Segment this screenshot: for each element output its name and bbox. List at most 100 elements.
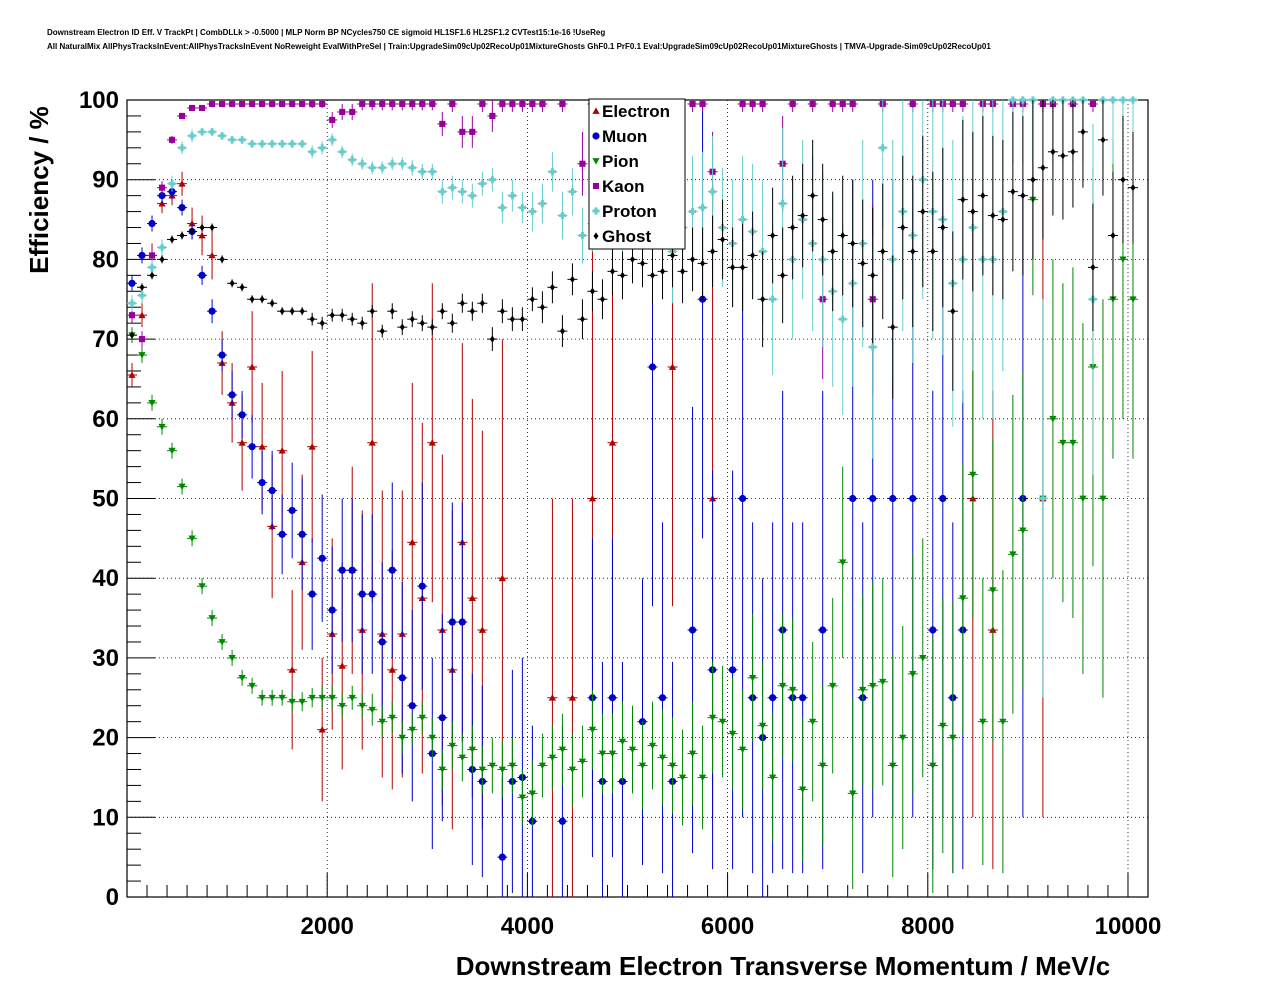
data-point bbox=[960, 196, 966, 204]
data-point bbox=[509, 315, 515, 323]
data-point bbox=[398, 160, 406, 168]
title-line-1: Downstream Electron ID Eff. V TrackPt | … bbox=[47, 28, 606, 37]
data-point bbox=[1040, 164, 1046, 172]
data-point bbox=[639, 259, 646, 267]
data-point bbox=[228, 391, 236, 399]
data-point bbox=[478, 180, 486, 188]
data-point bbox=[318, 726, 326, 733]
data-point bbox=[249, 100, 256, 108]
data-point bbox=[680, 267, 686, 275]
data-point bbox=[408, 726, 416, 734]
data-point bbox=[229, 100, 236, 108]
data-point bbox=[939, 722, 947, 730]
data-point bbox=[929, 762, 937, 770]
y-tick-label: 50 bbox=[92, 486, 119, 513]
data-point bbox=[890, 323, 896, 331]
data-point bbox=[228, 655, 236, 662]
data-point bbox=[279, 100, 286, 108]
data-point bbox=[1120, 176, 1126, 184]
data-point bbox=[949, 100, 956, 108]
data-point bbox=[338, 662, 346, 669]
data-point bbox=[178, 483, 186, 491]
data-point bbox=[338, 148, 346, 156]
data-point bbox=[759, 100, 766, 108]
data-point bbox=[359, 319, 365, 327]
data-point bbox=[258, 478, 266, 487]
data-point bbox=[259, 295, 265, 303]
data-point bbox=[238, 136, 246, 144]
legend-label: Kaon bbox=[602, 177, 645, 196]
data-point bbox=[488, 762, 496, 770]
data-point bbox=[592, 207, 600, 215]
data-point bbox=[158, 243, 166, 252]
data-point bbox=[909, 100, 916, 108]
data-point bbox=[379, 327, 385, 335]
data-point bbox=[209, 223, 215, 232]
data-point bbox=[1129, 296, 1137, 303]
data-point bbox=[528, 207, 536, 216]
data-point bbox=[329, 311, 335, 319]
data-point bbox=[439, 120, 446, 127]
data-point bbox=[559, 327, 565, 335]
data-point bbox=[388, 714, 396, 722]
data-point bbox=[128, 312, 136, 319]
data-point bbox=[448, 618, 456, 626]
data-point bbox=[419, 319, 425, 327]
data-point bbox=[869, 682, 877, 690]
legend-box bbox=[588, 98, 686, 250]
x-tick-label: 2000 bbox=[301, 913, 354, 940]
legend-label: Ghost bbox=[602, 227, 651, 246]
data-point bbox=[592, 182, 600, 190]
data-point bbox=[558, 817, 567, 825]
data-point bbox=[689, 100, 696, 108]
data-point bbox=[899, 734, 907, 742]
data-point bbox=[178, 112, 186, 119]
data-point bbox=[980, 192, 986, 200]
data-point bbox=[188, 535, 196, 542]
data-point bbox=[1030, 176, 1036, 184]
data-point bbox=[699, 100, 706, 108]
data-point bbox=[349, 315, 355, 323]
data-point bbox=[188, 219, 196, 227]
legend-item-kaon: Kaon bbox=[592, 177, 645, 196]
data-point bbox=[529, 295, 535, 303]
data-point bbox=[819, 762, 827, 770]
data-point bbox=[159, 255, 165, 263]
data-point bbox=[548, 168, 557, 176]
data-point bbox=[199, 223, 205, 232]
data-point bbox=[930, 247, 936, 256]
data-point bbox=[218, 351, 226, 359]
data-point bbox=[849, 790, 857, 797]
data-point bbox=[368, 590, 376, 598]
data-point bbox=[578, 758, 587, 766]
data-point bbox=[278, 694, 286, 702]
data-point bbox=[458, 188, 466, 196]
data-point bbox=[129, 331, 135, 339]
data-point bbox=[658, 694, 667, 702]
data-point bbox=[128, 279, 136, 287]
data-point bbox=[158, 192, 166, 200]
data-point bbox=[268, 694, 276, 702]
grid-lines bbox=[127, 100, 1148, 897]
legend-label: Pion bbox=[602, 152, 639, 171]
data-point bbox=[408, 164, 416, 172]
data-point bbox=[1079, 495, 1087, 503]
data-point bbox=[268, 140, 276, 148]
data-point bbox=[1110, 231, 1116, 240]
x-tick-label: 8000 bbox=[901, 913, 954, 940]
data-point bbox=[839, 315, 847, 323]
data-point bbox=[249, 295, 255, 303]
data-point bbox=[849, 100, 856, 108]
data-point bbox=[829, 100, 836, 108]
data-point bbox=[578, 231, 587, 240]
data-point bbox=[599, 295, 605, 303]
data-point bbox=[299, 307, 305, 315]
y-tick-label: 10 bbox=[92, 804, 119, 831]
data-point bbox=[1059, 439, 1067, 447]
data-point bbox=[1019, 527, 1027, 534]
data-point bbox=[348, 156, 356, 164]
legend: Electron Muon Pion Kaon Proton Ghost bbox=[588, 98, 686, 250]
y-tick-label: 60 bbox=[92, 406, 119, 433]
data-point bbox=[769, 694, 777, 702]
data-point bbox=[369, 100, 376, 108]
